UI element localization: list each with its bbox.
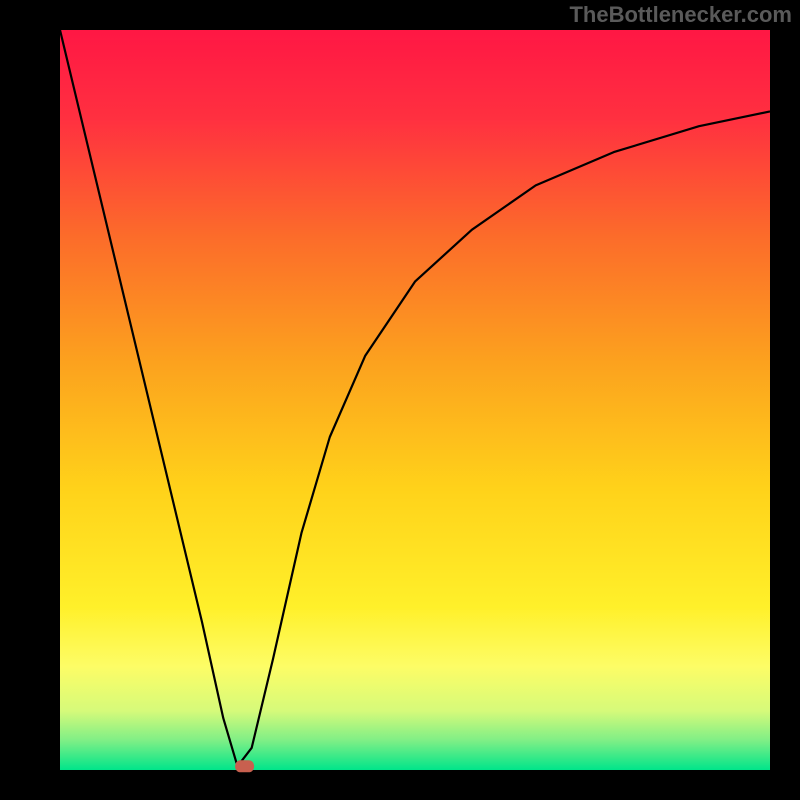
plot-background [60, 30, 770, 770]
chart-container: TheBottlenecker.com [0, 0, 800, 800]
watermark-text: TheBottlenecker.com [569, 2, 792, 28]
bottleneck-chart-svg [0, 0, 800, 800]
optimal-point-marker [236, 761, 254, 772]
